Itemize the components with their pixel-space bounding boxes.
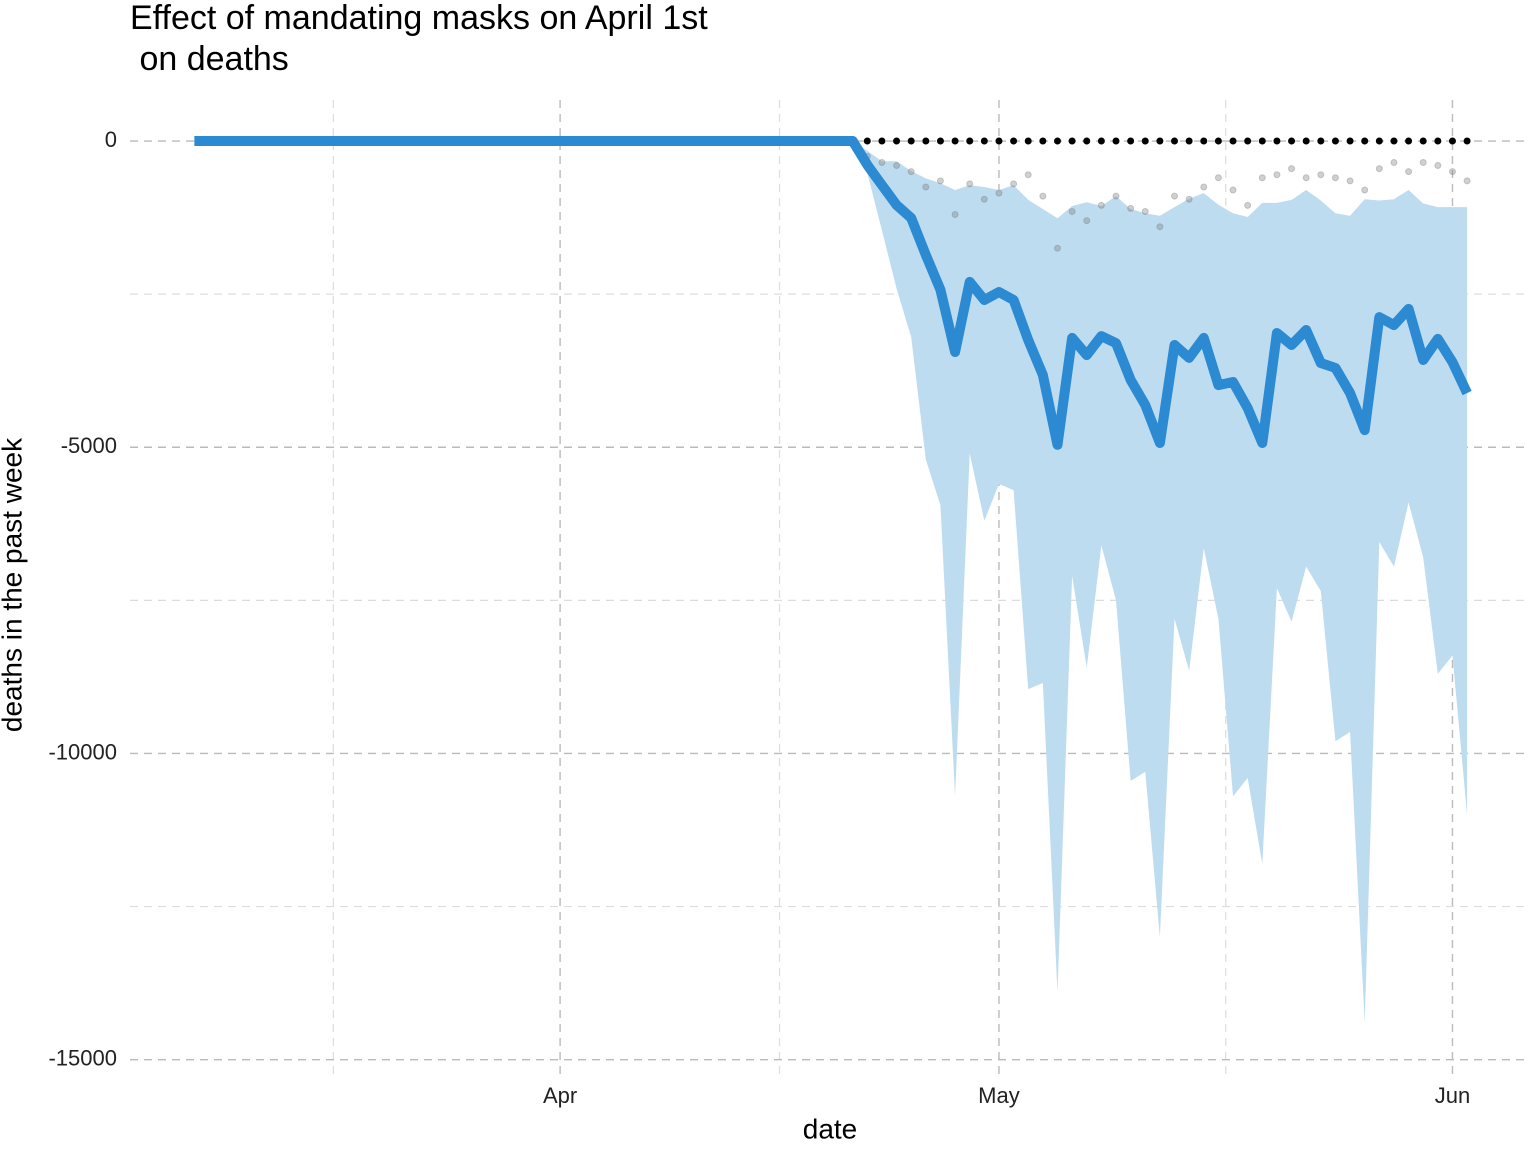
sample-point xyxy=(1083,217,1091,225)
sample-point xyxy=(1405,137,1413,145)
sample-point xyxy=(951,137,959,145)
sample-point xyxy=(1288,165,1296,173)
x-tick-label: May xyxy=(978,1083,1020,1108)
sample-point xyxy=(1463,177,1471,185)
sample-point xyxy=(936,137,944,145)
sample-point xyxy=(1214,174,1222,182)
confidence-band xyxy=(194,141,1468,1023)
sample-point xyxy=(1390,137,1398,145)
sample-point xyxy=(1302,174,1310,182)
sample-point xyxy=(1405,168,1413,176)
sample-point xyxy=(1200,137,1208,145)
sample-point xyxy=(1273,137,1281,145)
x-axis-label: date xyxy=(803,1113,858,1144)
sample-point xyxy=(980,137,988,145)
y-tick-label: 0 xyxy=(105,127,117,152)
sample-point xyxy=(1346,137,1354,145)
sample-point xyxy=(893,162,901,170)
sample-point xyxy=(1273,171,1281,179)
y-axis-label: deaths in the past week xyxy=(0,437,27,732)
sample-point xyxy=(1258,174,1266,182)
sample-point xyxy=(1039,137,1047,145)
sample-point xyxy=(1229,137,1237,145)
sample-point xyxy=(1097,201,1105,209)
sample-point xyxy=(1156,223,1164,231)
sample-point xyxy=(1258,137,1266,145)
sample-point xyxy=(893,137,901,145)
sample-point xyxy=(1390,158,1398,166)
sample-point xyxy=(1053,244,1061,252)
sample-point xyxy=(1331,174,1339,182)
x-tick-label: Jun xyxy=(1435,1083,1470,1108)
sample-point xyxy=(1317,137,1325,145)
sample-point xyxy=(1288,137,1296,145)
sample-point xyxy=(1375,165,1383,173)
sample-point xyxy=(1200,183,1208,191)
sample-point xyxy=(966,137,974,145)
sample-point xyxy=(936,177,944,185)
sample-point xyxy=(1302,137,1310,145)
sample-point xyxy=(1375,137,1383,145)
sample-point xyxy=(1419,158,1427,166)
sample-point xyxy=(1361,186,1369,194)
sample-point xyxy=(878,137,886,145)
x-tick-label: Apr xyxy=(543,1083,577,1108)
y-tick-label: -15000 xyxy=(48,1046,117,1071)
sample-point xyxy=(1010,180,1018,188)
sample-point xyxy=(1244,137,1252,145)
sample-point xyxy=(1331,137,1339,145)
sample-point xyxy=(1171,137,1179,145)
sample-point xyxy=(1112,192,1120,200)
sample-point xyxy=(1448,168,1456,176)
sample-point xyxy=(1214,137,1222,145)
sample-point xyxy=(1361,137,1369,145)
sample-point xyxy=(907,168,915,176)
sample-point xyxy=(1156,137,1164,145)
sample-point xyxy=(1185,137,1193,145)
sample-point xyxy=(863,137,871,145)
sample-point xyxy=(1346,177,1354,185)
sample-point xyxy=(1434,137,1442,145)
sample-point xyxy=(1083,137,1091,145)
sample-point xyxy=(922,183,930,191)
sample-point xyxy=(922,137,930,145)
sample-point xyxy=(1141,207,1149,215)
sample-point xyxy=(1068,137,1076,145)
sample-point xyxy=(1127,137,1135,145)
sample-point xyxy=(995,137,1003,145)
chart-title: on deaths xyxy=(130,40,289,78)
sample-point xyxy=(1112,137,1120,145)
sample-point xyxy=(966,180,974,188)
sample-point xyxy=(1229,186,1237,194)
sample-point xyxy=(1097,137,1105,145)
sample-point xyxy=(1463,137,1471,145)
sample-point xyxy=(1244,201,1252,209)
sample-point xyxy=(907,137,915,145)
sample-point xyxy=(995,189,1003,197)
sample-point xyxy=(878,158,886,166)
sample-point xyxy=(1068,207,1076,215)
y-tick-label: -10000 xyxy=(48,739,117,764)
chart-title: Effect of mandating masks on April 1st xyxy=(130,0,708,37)
sample-point xyxy=(980,195,988,203)
sample-point xyxy=(1419,137,1427,145)
sample-point xyxy=(1185,195,1193,203)
sample-point xyxy=(1141,137,1149,145)
sample-point xyxy=(1039,192,1047,200)
sample-point xyxy=(1053,137,1061,145)
sample-point xyxy=(1127,204,1135,212)
sample-point xyxy=(1434,162,1442,170)
y-tick-label: -5000 xyxy=(61,433,117,458)
sample-point xyxy=(951,211,959,219)
mean-line xyxy=(194,136,1472,450)
sample-point xyxy=(1317,171,1325,179)
sample-point xyxy=(1010,137,1018,145)
sample-point xyxy=(1448,137,1456,145)
sample-point xyxy=(1024,171,1032,179)
sample-point xyxy=(1171,192,1179,200)
sample-point xyxy=(1024,137,1032,145)
